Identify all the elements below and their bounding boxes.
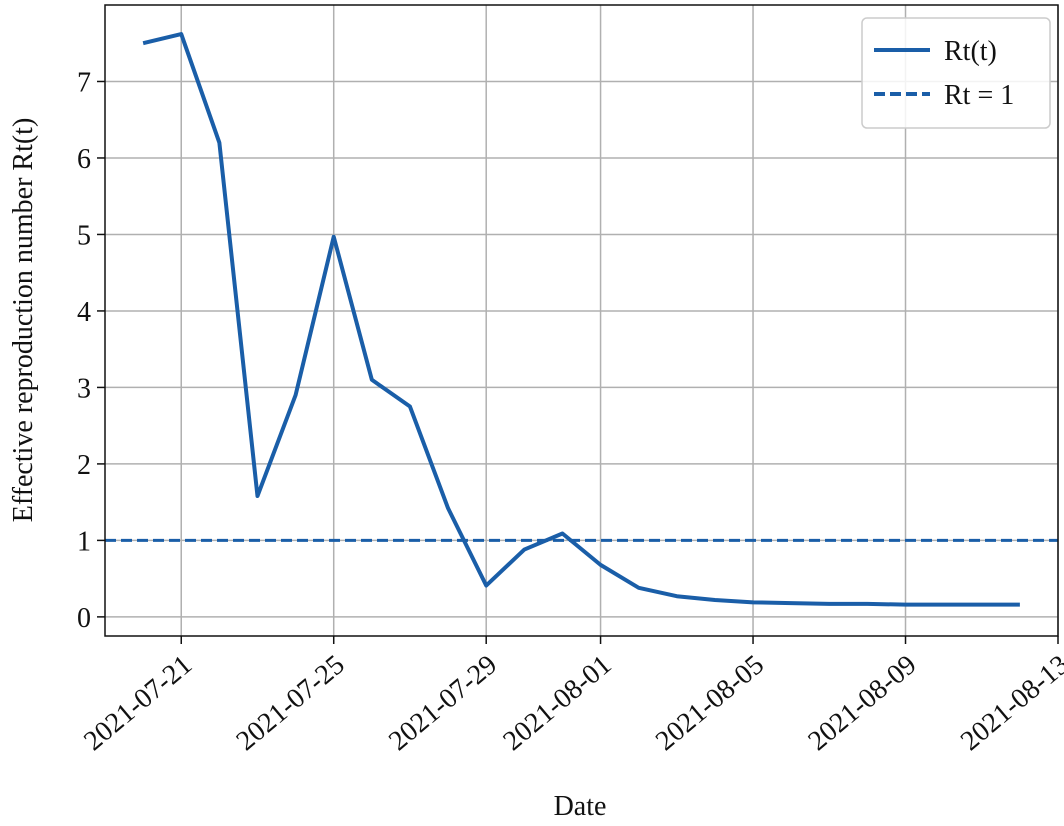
x-tick-label: 2021-07-29	[383, 649, 503, 757]
legend-box	[861, 17, 1051, 129]
x-tick-label: 2021-08-01	[497, 649, 617, 757]
y-tick-label: 5	[77, 220, 91, 251]
legend-label: Rt(t)	[944, 36, 997, 67]
y-tick-label: 3	[77, 373, 91, 404]
x-tick-label: 2021-08-09	[802, 649, 922, 757]
x-tick-label: 2021-08-05	[650, 649, 770, 757]
legend-label: Rt = 1	[944, 80, 1014, 111]
y-tick-label: 0	[77, 603, 91, 634]
x-tick-label: 2021-07-21	[78, 649, 198, 757]
y-tick-label: 7	[77, 67, 91, 98]
y-tick-label: 4	[77, 297, 91, 328]
x-tick-label: 2021-08-13	[955, 649, 1064, 757]
plot-frame	[104, 4, 1059, 637]
x-axis-label: Date	[554, 791, 607, 822]
y-axis-label: Effective reproduction number Rt(t)	[8, 118, 39, 523]
y-tick-label: 1	[77, 526, 91, 557]
y-tick-label: 2	[77, 450, 91, 481]
x-tick-label: 2021-07-25	[231, 649, 351, 757]
data-line	[142, 32, 1020, 607]
y-tick-label: 6	[77, 144, 91, 175]
